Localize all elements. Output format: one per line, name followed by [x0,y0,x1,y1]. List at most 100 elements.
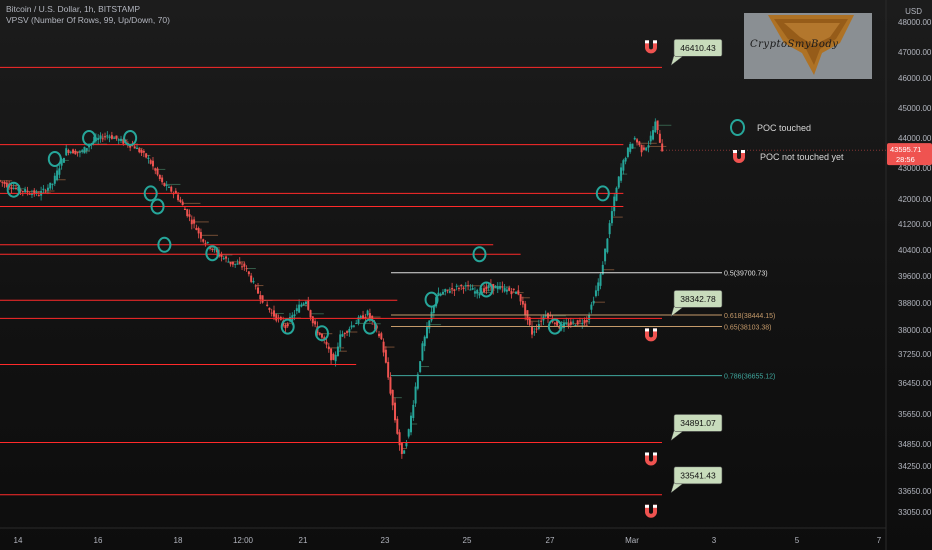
candle-body [204,242,207,244]
volume-profile-bar [100,136,114,138]
candle-body [396,418,399,434]
poc-touched-marker [314,325,329,342]
candle-body [508,287,511,291]
indicator-title[interactable]: VPSV (Number Of Rows, 99, Up/Down, 70) [6,15,170,25]
candle-body [327,346,330,350]
candle-body [211,249,214,251]
poc-callout-box[interactable] [673,290,723,308]
poc-touched-marker [205,245,220,262]
x-tick-label: 25 [463,536,472,545]
x-tick-label: 23 [381,536,390,545]
candle-body [359,315,362,319]
volume-profile-bar [593,301,605,303]
candle-body [400,443,403,454]
candle-body [464,285,467,287]
candle-body [309,310,312,318]
volume-profile-bar [164,183,181,185]
chart-header: Bitcoin / U.S. Dollar, 1h, BITSTAMP VPSV… [6,4,170,26]
candle-body [492,284,495,290]
candle-body [362,315,365,320]
candle-body [638,141,641,146]
candle-body [42,188,45,191]
candle-body [12,187,15,189]
candle-body [453,289,456,292]
candle-body [357,317,360,324]
candle-body [558,326,561,329]
candle-body [234,263,237,265]
poc-callout-box[interactable] [673,39,723,57]
candle-body [74,150,77,155]
candle-body [439,293,442,296]
candle-body [140,149,143,154]
candle-body [273,310,275,317]
candle-body [163,182,166,186]
countdown-label: 28:56 [896,155,915,164]
candle-body [284,325,287,329]
y-tick-label: 38800.00 [898,299,932,308]
candle-body [268,307,271,310]
candle-body [471,288,474,290]
volume-profile-bar [63,159,69,161]
poc-callout-label: 46410.43 [680,43,716,53]
candle-body [633,137,636,140]
candle-body [544,315,547,317]
candle-body [346,331,349,333]
volume-profile-bar [621,173,628,175]
candle-body [156,168,159,175]
candle-body [145,153,148,158]
volume-profile-bar [45,190,55,192]
candle-body [76,152,79,154]
legend-poc-not-touched: POC not touched yet [730,148,844,166]
candle-body [444,289,447,293]
candle-body [597,282,600,291]
currency-label: USD [905,7,922,16]
candle-body [298,304,301,313]
poc-callout-box[interactable] [673,466,723,485]
x-tick-label: 5 [795,536,800,545]
poc-callout-pointer [670,482,685,494]
candle-body [448,290,451,293]
candle-body [604,248,607,262]
candle-body [553,322,556,324]
poc-callout-box[interactable] [673,414,723,432]
candle-body [505,289,508,292]
poc-callout-pointer [670,430,685,442]
candle-body [67,150,70,153]
candle-body [601,264,604,275]
fib-label: 0.5(39700.73) [724,271,768,278]
candle-body [658,133,661,143]
candle-body [515,291,518,294]
volume-profile-bar [383,346,395,348]
candle-body [254,285,257,287]
candle-body [202,239,205,242]
candle-body [227,261,230,263]
candle-body [120,138,123,142]
candle-body [183,208,186,211]
candle-body [533,331,536,333]
candle-body [378,333,381,337]
fib-label: 0.618(38444.15) [724,313,775,320]
candle-body [304,301,307,305]
legend-touched-label: POC touched [757,122,812,133]
candle-body [332,353,335,360]
symbol-title[interactable]: Bitcoin / U.S. Dollar, 1h, BITSTAMP [6,4,140,14]
volume-profile-bar [447,289,454,291]
candle-body [108,136,111,138]
volume-profile-bar [611,216,623,218]
candle-body [220,254,223,257]
volume-profile-bar [9,185,21,187]
volume-profile-bar [137,147,143,149]
candle-body [275,314,278,321]
candle-body [330,348,333,361]
y-tick-label: 40400.00 [898,246,932,255]
candle-body [622,160,625,171]
volume-profile-bar [392,397,402,399]
y-tick-label: 33650.00 [898,487,932,496]
y-tick-label: 38000.00 [898,326,932,335]
candle-body [348,328,351,333]
volume-profile-bar [347,331,358,333]
candle-body [0,180,1,182]
legend-poc-touched: POC touched [730,119,811,136]
x-tick-label: 21 [299,536,308,545]
